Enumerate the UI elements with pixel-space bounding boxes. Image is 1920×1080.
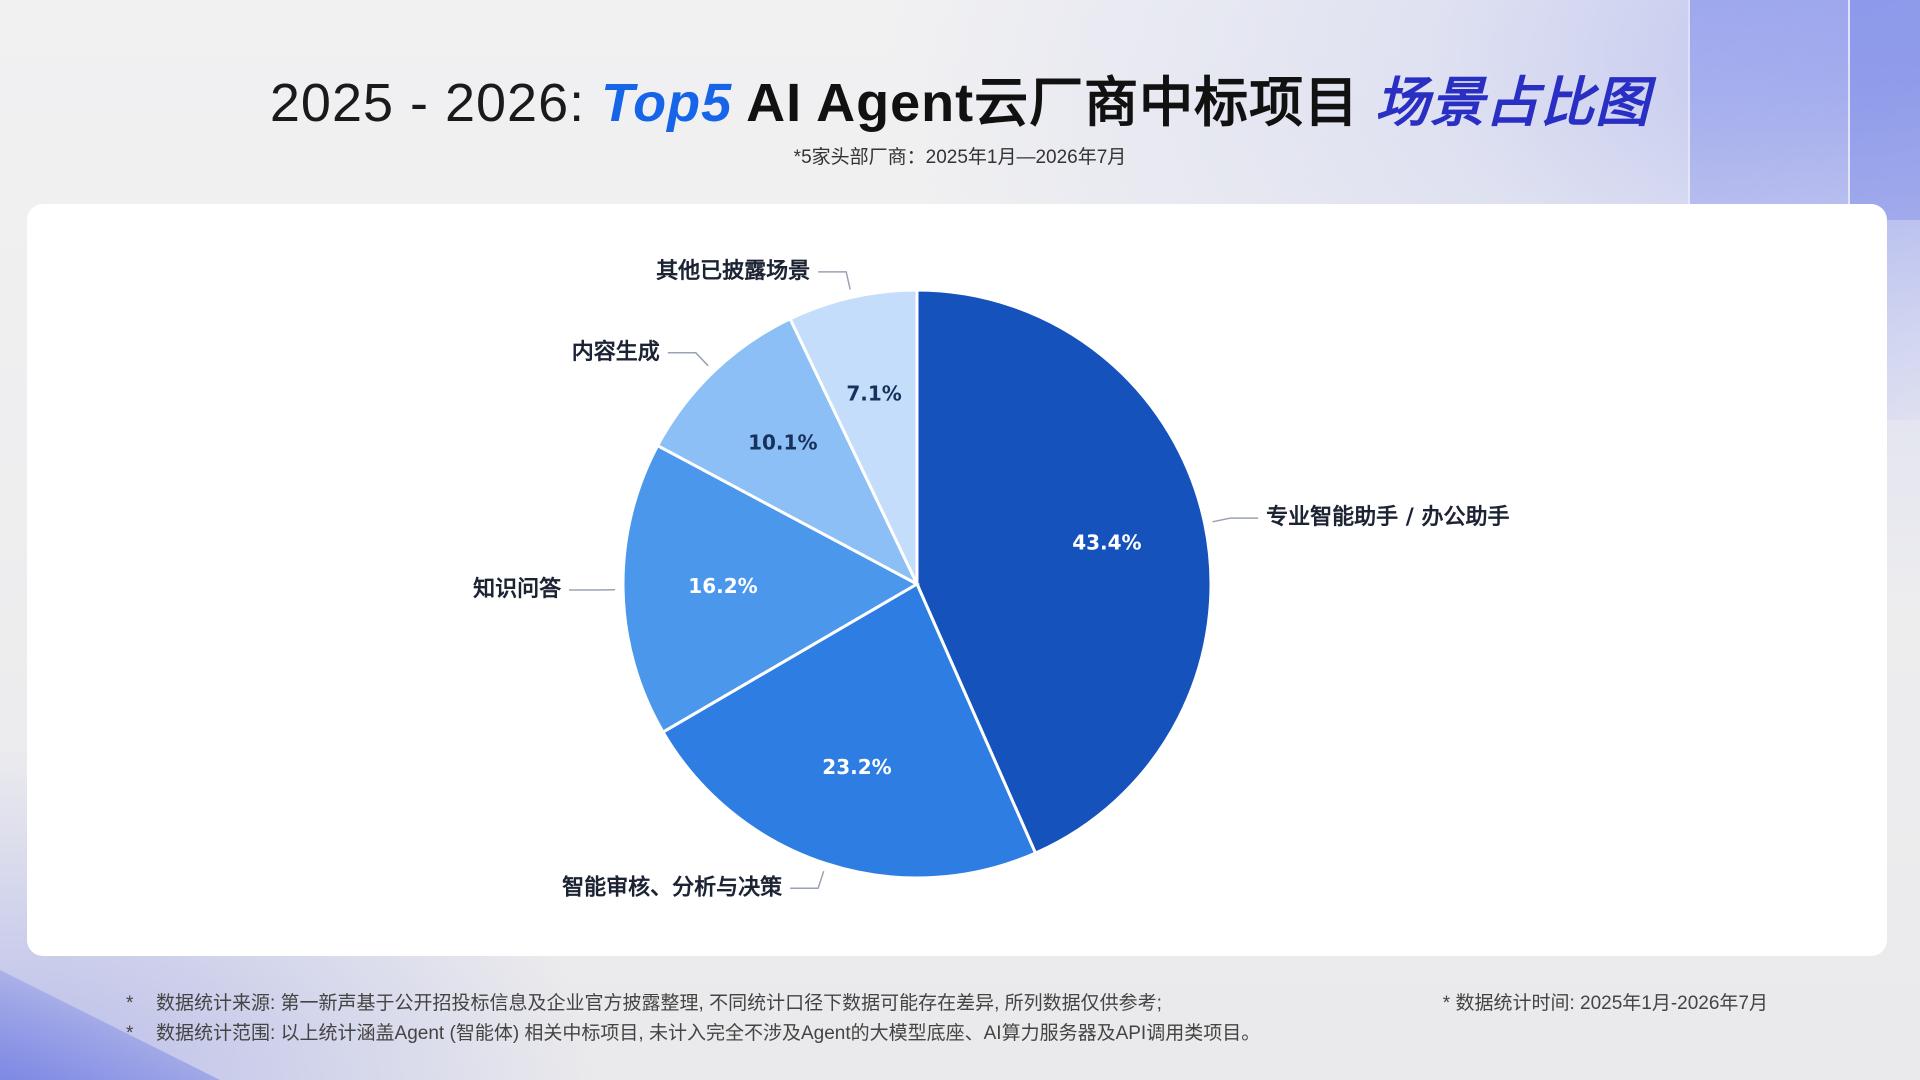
page-title: 2025 - 2026: Top5 AI Agent云厂商中标项目 场景占比图: [0, 58, 1920, 137]
slice-value-label: 7.1%: [846, 381, 901, 405]
slice-category-label: 其他已披露场景: [656, 259, 810, 284]
footnote-scope-text: 数据统计范围: 以上统计涵盖Agent (智能体) 相关中标项目, 未计入完全不…: [156, 1023, 1261, 1044]
slice-category-label: 知识问答: [473, 576, 562, 602]
subtitle: *5家头部厂商：2025年1月—2026年7月: [793, 147, 1127, 168]
decoration-top-right-inner: [1848, 0, 1920, 220]
title-years: 2025 - 2026:: [269, 73, 586, 133]
slice-category-label: 专业智能助手 / 办公助手: [1266, 504, 1509, 530]
footnote-scope: * 数据统计范围: 以上统计涵盖Agent (智能体) 相关中标项目, 未计入完全…: [126, 1018, 1260, 1045]
pie-slice-1: [660, 581, 1038, 880]
slice-category-label: 内容生成: [572, 339, 660, 365]
leader-line: [667, 352, 709, 367]
pie-slice-3: [655, 316, 921, 588]
slice-value-label: 43.4%: [1072, 531, 1141, 555]
slice-value-label: 23.2%: [822, 755, 891, 779]
pie-slice-0: [915, 288, 1213, 856]
pie-slice-2: [621, 443, 921, 735]
footnote-star: *: [126, 1023, 134, 1044]
leader-line: [790, 870, 825, 890]
chart-card: 43.4% 专业智能助手 / 办公助手 23.2% 智能审核、分析与决策 16.2% 知识…: [27, 204, 1887, 956]
title-main: AI Agent云厂商中标项目: [746, 73, 1360, 133]
footnote-star: *: [126, 993, 134, 1014]
title-suffix: 场景占比图: [1375, 73, 1651, 133]
footnote-time: * 数据统计时间: 2025年1月-2026年7月: [1442, 993, 1768, 1014]
pie-chart: 43.4% 专业智能助手 / 办公助手 23.2% 智能审核、分析与决策 16.2% 知识…: [473, 259, 1509, 900]
footnote-source-text: 数据统计来源: 第一新声基于公开招投标信息及企业官方披露整理, 不同统计口径下数…: [156, 993, 1162, 1014]
footnote-source: * 数据统计来源: 第一新声基于公开招投标信息及企业官方披露整理, 不同统计口径下…: [126, 988, 1162, 1015]
title-top5: Top5: [601, 73, 733, 133]
slice-value-label: 10.1%: [748, 430, 817, 454]
leader-line: [1212, 517, 1259, 523]
pie-slice-4: [788, 288, 919, 585]
slice-category-label: 智能审核、分析与决策: [562, 874, 783, 900]
leader-line: [818, 271, 851, 290]
slice-value-label: 16.2%: [688, 574, 757, 598]
